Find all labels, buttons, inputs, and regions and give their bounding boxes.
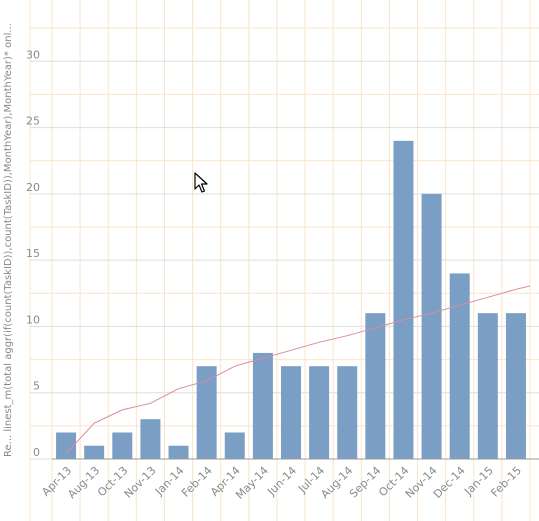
bar <box>56 432 77 459</box>
x-tick-label: Nov-13 <box>122 464 159 501</box>
y-tick-label: 10 <box>26 313 40 326</box>
x-tick-label: Jun-14 <box>264 464 299 499</box>
bar <box>224 432 245 459</box>
bar <box>477 313 498 459</box>
bar <box>112 432 133 459</box>
y-tick-label: 15 <box>26 247 40 260</box>
bar <box>196 366 217 459</box>
bar <box>449 273 470 459</box>
bar <box>309 366 330 459</box>
bar-series <box>56 140 526 460</box>
y-tick-labels: 05101520253035 <box>26 48 40 459</box>
bar <box>140 419 161 459</box>
x-tick-label: Feb-14 <box>179 464 215 500</box>
bar <box>281 366 301 459</box>
y-tick-label: 20 <box>26 181 40 194</box>
y-tick-label: 25 <box>26 115 40 128</box>
y-tick-label: 5 <box>33 380 40 393</box>
bar <box>84 445 105 459</box>
mouse-pointer-icon <box>194 172 208 193</box>
bar <box>505 313 526 459</box>
x-tick-label: Feb-15 <box>488 464 524 500</box>
x-tick-label: Aug-13 <box>65 464 102 501</box>
bar <box>168 445 189 459</box>
x-tick-label: Sep-14 <box>347 464 384 501</box>
bar <box>421 193 442 459</box>
bar <box>252 352 273 459</box>
bar <box>337 366 358 459</box>
y-tick-label: 30 <box>26 48 40 61</box>
y-tick-label: 0 <box>33 446 40 459</box>
y-axis-label: Re... linest_m(total aggr(if(count(TaskI… <box>3 23 14 457</box>
x-tick-label: Dec-14 <box>431 464 468 501</box>
bar <box>365 313 386 459</box>
x-tick-labels: Apr-13Aug-13Oct-13Nov-13Jan-14Feb-14Apr-… <box>39 464 524 502</box>
trend-line <box>65 285 531 455</box>
bar <box>393 140 414 460</box>
